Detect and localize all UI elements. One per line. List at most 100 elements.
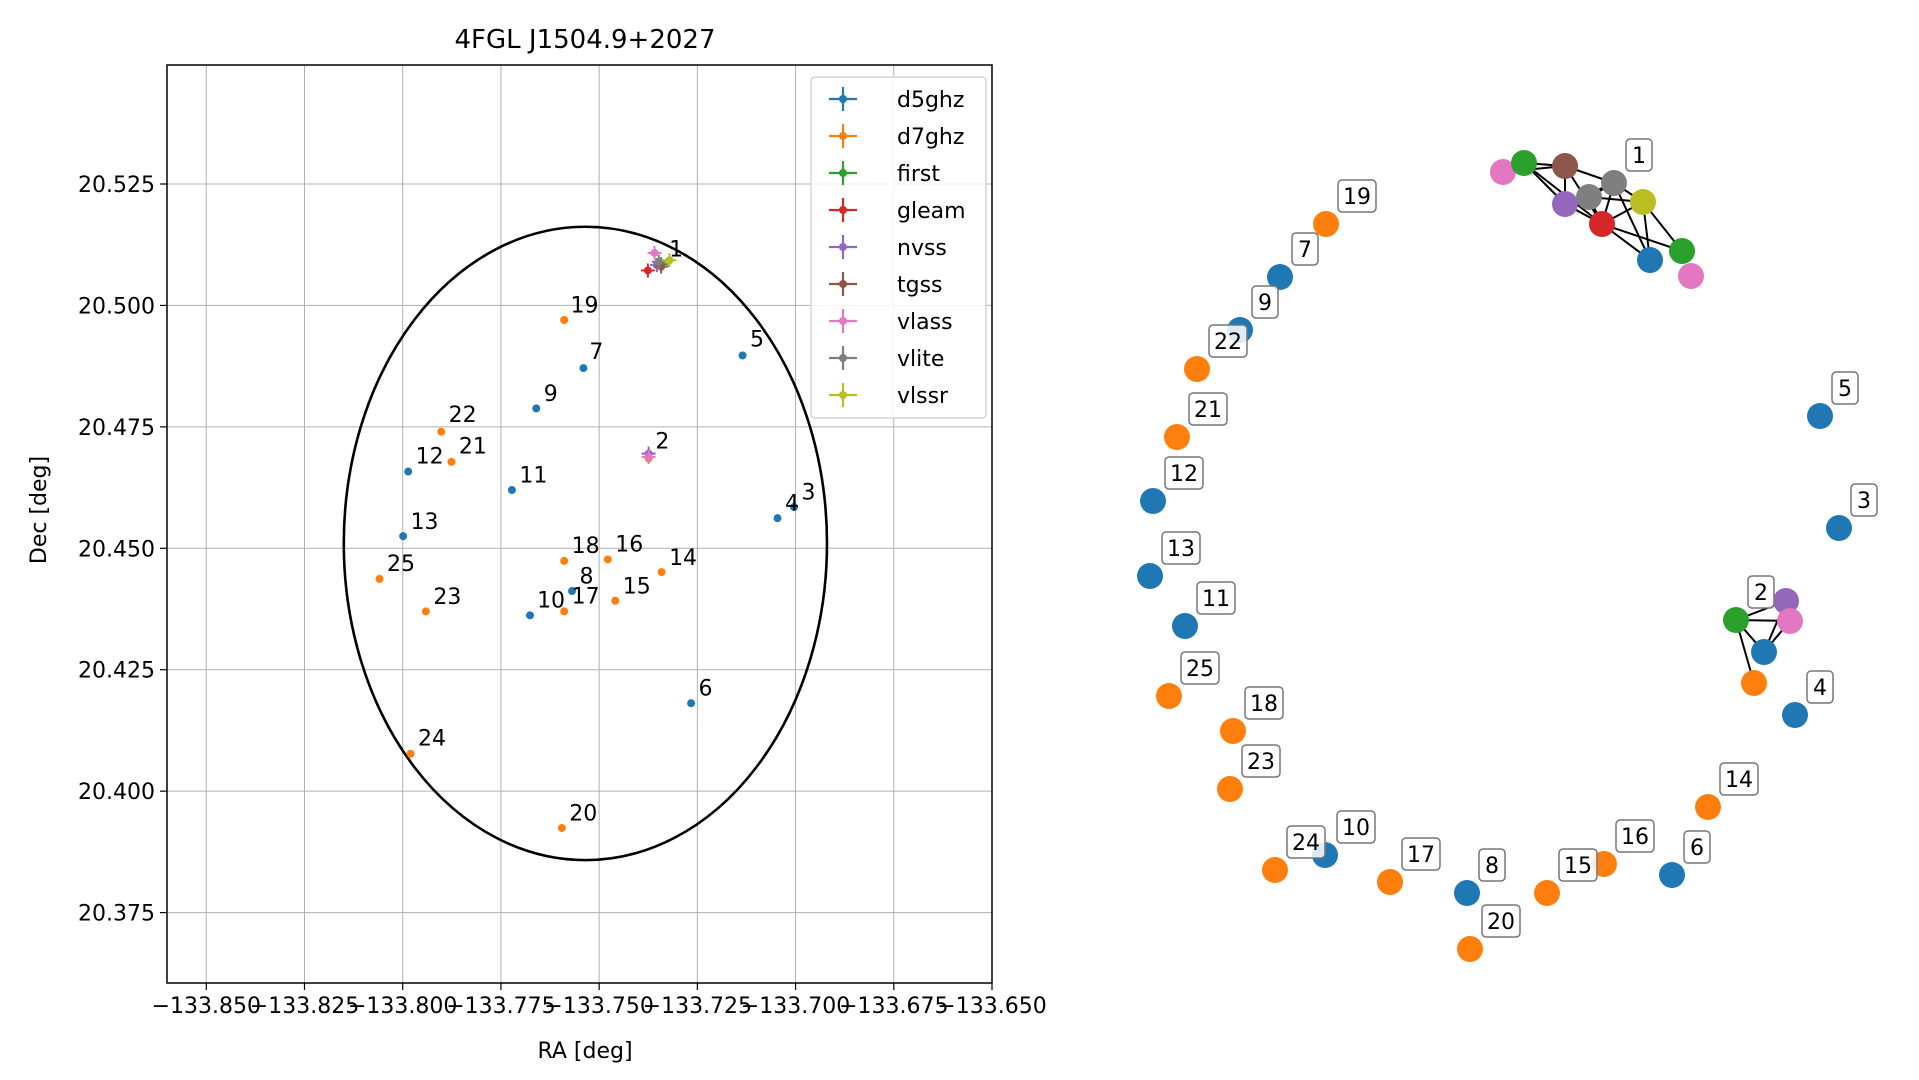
network-node-label: 11 — [1202, 587, 1230, 612]
network-node — [1777, 608, 1803, 634]
network-node-label-box — [1291, 232, 1319, 266]
network-node-label-box — [1180, 651, 1220, 685]
point-label: 14 — [669, 546, 697, 571]
network-node — [1377, 869, 1403, 895]
network-node-label: 25 — [1186, 657, 1214, 682]
scatter-point-gleam — [643, 266, 652, 275]
point-label: 24 — [418, 726, 446, 751]
scatter-point-d7ghz — [375, 574, 384, 583]
network-node-label: 24 — [1292, 831, 1320, 856]
network-node — [1695, 794, 1721, 820]
x-tick-label: −133.650 — [937, 994, 1046, 1019]
network-node-label-box — [1831, 371, 1859, 405]
scatter-point-d5ghz — [579, 364, 588, 373]
network-node — [1826, 515, 1852, 541]
network-node-label-box — [1401, 837, 1441, 871]
network-node — [1457, 936, 1483, 962]
scatter-point-vlass — [644, 452, 653, 461]
network-node — [1534, 880, 1560, 906]
network-node — [1262, 857, 1288, 883]
legend-entry-tgss: tgss — [897, 273, 943, 298]
legend-marker — [839, 169, 847, 177]
network-node-label: 16 — [1621, 825, 1649, 850]
x-tick-label: −133.750 — [544, 994, 653, 1019]
network-node — [1630, 189, 1656, 215]
x-tick-label: −133.725 — [643, 994, 752, 1019]
scatter-point-d7ghz — [560, 316, 569, 324]
point-label: 21 — [459, 435, 487, 460]
network-node — [1589, 211, 1615, 237]
network-node-label: 9 — [1258, 291, 1272, 316]
network-node-label-box — [1850, 483, 1878, 517]
scatter-point-d7ghz — [603, 555, 612, 564]
network-node-label-box — [1244, 686, 1284, 720]
network-node-label-box — [1286, 825, 1326, 859]
point-label: 8 — [580, 565, 594, 590]
network-node — [1313, 211, 1339, 237]
network-node-label: 2 — [1754, 581, 1768, 606]
scatter-point-vlite — [654, 257, 663, 266]
legend-entry-nvss: nvss — [897, 236, 947, 261]
legend-box — [810, 76, 987, 419]
x-tick-label: −133.800 — [348, 994, 457, 1019]
network-node — [1217, 776, 1243, 802]
point-label: 13 — [411, 510, 439, 535]
point-label: 16 — [615, 533, 643, 558]
y-tick-label: 20.525 — [78, 173, 155, 198]
scatter-point-d7ghz — [560, 556, 569, 565]
legend-marker — [839, 206, 847, 214]
scatter-point-d5ghz — [404, 467, 413, 476]
network-node — [1807, 403, 1833, 429]
point-label: 7 — [589, 340, 603, 365]
network-node-label-box — [1478, 848, 1506, 882]
network-node-label-box — [1241, 744, 1281, 778]
network-node — [1751, 639, 1777, 665]
network-node — [1678, 263, 1704, 289]
scatter-point-d7ghz — [611, 596, 620, 605]
x-tick-label: −133.700 — [741, 994, 850, 1019]
point-label: 12 — [416, 444, 444, 469]
network-node-label: 8 — [1485, 854, 1499, 879]
x-axis-label: RA [deg] — [537, 1039, 632, 1064]
point-label: 19 — [570, 294, 598, 319]
legend-marker — [839, 243, 847, 251]
scatter-point-d7ghz — [557, 824, 566, 833]
network-node-label-box — [1251, 285, 1279, 319]
network-node-label: 15 — [1564, 854, 1592, 879]
legend-marker — [839, 95, 847, 103]
network-node — [1552, 153, 1578, 179]
network-node-label-box — [1337, 179, 1377, 213]
network-node-label-box — [1558, 848, 1598, 882]
point-label: 17 — [572, 585, 600, 610]
scatter-point-d5ghz — [507, 486, 516, 494]
point-label: 9 — [544, 382, 558, 407]
network-node-label-box — [1208, 324, 1248, 358]
network-node — [1782, 702, 1808, 728]
y-tick-label: 20.475 — [78, 416, 155, 441]
scatter-point-d7ghz — [657, 568, 666, 577]
network-node-label: 6 — [1690, 836, 1704, 861]
network-node-label: 5 — [1838, 377, 1852, 402]
legend-entry-vlite: vlite — [897, 347, 944, 372]
network-node-label-box — [1196, 581, 1236, 615]
legend-entry-d5ghz: d5ghz — [897, 88, 964, 113]
network-node-label: 17 — [1407, 843, 1435, 868]
network-node — [1164, 424, 1190, 450]
y-tick-label: 20.500 — [78, 294, 155, 319]
scatter-panel: −133.850−133.825−133.800−133.775−133.750… — [78, 64, 1047, 1019]
network-node-label: 20 — [1487, 910, 1515, 935]
scatter-point-d5ghz — [687, 699, 696, 708]
network-node-label-box — [1747, 575, 1775, 609]
point-label: 1 — [669, 237, 683, 262]
point-label: 20 — [569, 801, 597, 826]
network-node-label-box — [1683, 830, 1711, 864]
network-node — [1773, 588, 1799, 614]
network-node-label-box — [1806, 670, 1834, 704]
y-axis-label: Dec [deg] — [27, 456, 52, 564]
point-label: 2 — [655, 430, 669, 455]
legend-marker — [839, 280, 847, 288]
point-label: 11 — [519, 464, 547, 489]
network-node-label-box — [1625, 138, 1653, 172]
